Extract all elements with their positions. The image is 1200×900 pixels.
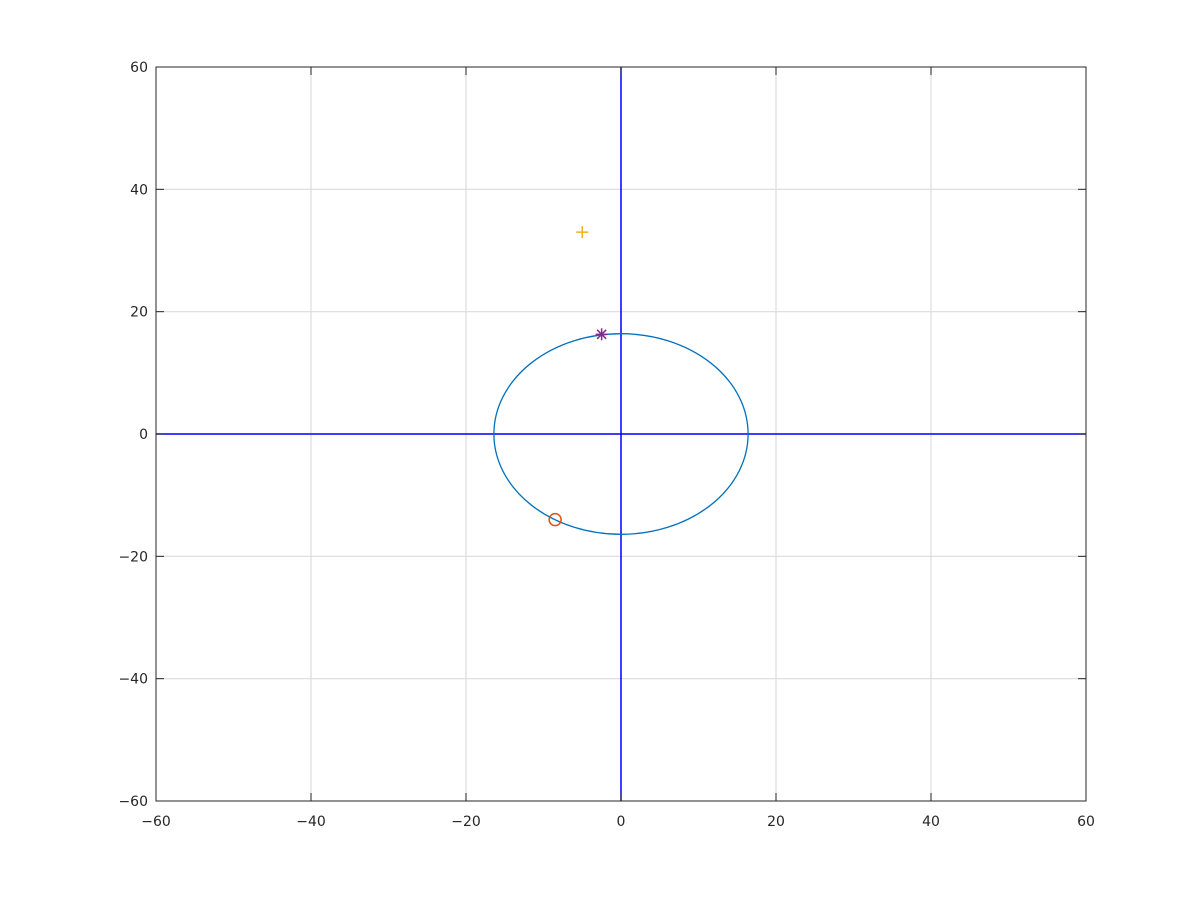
y-tick-label: −20	[118, 549, 148, 565]
y-tick-label: 0	[139, 427, 148, 443]
y-tick-label: 20	[130, 305, 148, 321]
x-tick-label: 60	[1077, 814, 1095, 830]
reference-lines	[156, 67, 1086, 801]
y-tick-label: −60	[118, 794, 148, 810]
x-tick-label: −40	[296, 814, 326, 830]
x-tick-labels: −60 −40 −20 0 20 40 60	[141, 814, 1095, 830]
tick-marks	[155, 66, 1087, 802]
plot-series	[493, 226, 749, 535]
x-tick-label: 20	[767, 814, 785, 830]
x-tick-label: −20	[451, 814, 481, 830]
x-tick-label: −60	[141, 814, 171, 830]
circle-curve	[493, 333, 749, 535]
y-tick-labels: −60 −40 −20 0 20 40 60	[118, 60, 148, 810]
x-tick-label: 40	[922, 814, 940, 830]
x-tick-label: 0	[617, 814, 626, 830]
y-tick-label: 40	[130, 182, 148, 198]
y-tick-label: −40	[118, 672, 148, 688]
y-tick-label: 60	[130, 60, 148, 76]
circle-marker-point	[548, 512, 562, 527]
asterisk-marker-point	[595, 328, 608, 341]
asterisk-d2	[596, 329, 607, 340]
plus-marker-point	[576, 226, 589, 239]
